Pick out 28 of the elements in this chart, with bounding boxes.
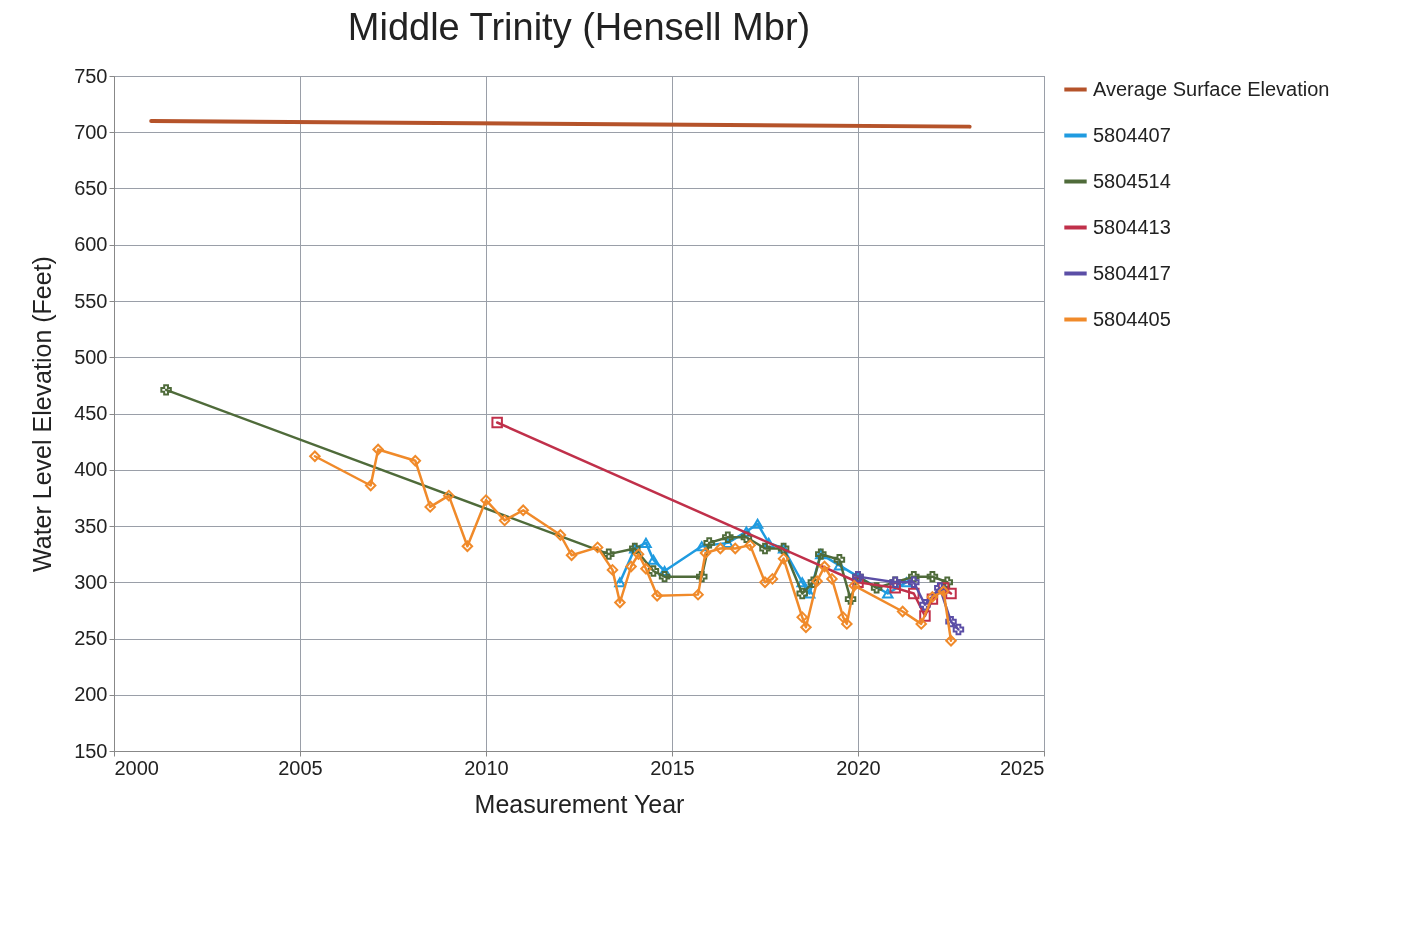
x-tick-label: 2020	[836, 756, 881, 779]
x-tick-label: 2010	[464, 756, 509, 779]
x-tick-label: 2000	[114, 756, 159, 779]
y-tick-label: 550	[74, 289, 108, 312]
x-tick-label: 2015	[650, 756, 695, 779]
y-tick-label: 450	[74, 402, 108, 424]
x-axis-title: Measurement Year	[474, 789, 685, 818]
y-tick-label: 650	[74, 177, 108, 199]
y-tick-label: 600	[74, 233, 108, 256]
x-tick-label: 2025	[1000, 756, 1045, 779]
y-tick-label: 300	[74, 570, 108, 593]
y-tick-label: 250	[74, 627, 108, 649]
legend-label: 5804407	[1093, 123, 1171, 146]
legend-label: 5804514	[1093, 169, 1171, 192]
x-tick-label: 2005	[278, 756, 323, 779]
y-tick-label: 150	[74, 739, 108, 762]
y-tick-label: 700	[74, 120, 108, 143]
y-tick-label: 350	[74, 514, 108, 537]
y-tick-label: 750	[74, 64, 108, 87]
legend-label: Average Surface Elevation	[1093, 77, 1330, 100]
legend-label: 5804417	[1093, 261, 1171, 284]
y-tick-label: 500	[74, 345, 108, 368]
legend-label: 5804405	[1093, 307, 1171, 330]
y-tick-label: 400	[74, 458, 108, 481]
chart-title: Middle Trinity (Hensell Mbr)	[347, 6, 811, 48]
y-axis-title: Water Level Elevation (Feet)	[28, 256, 57, 572]
y-tick-label: 200	[74, 683, 108, 706]
legend-label: 5804413	[1093, 215, 1171, 238]
